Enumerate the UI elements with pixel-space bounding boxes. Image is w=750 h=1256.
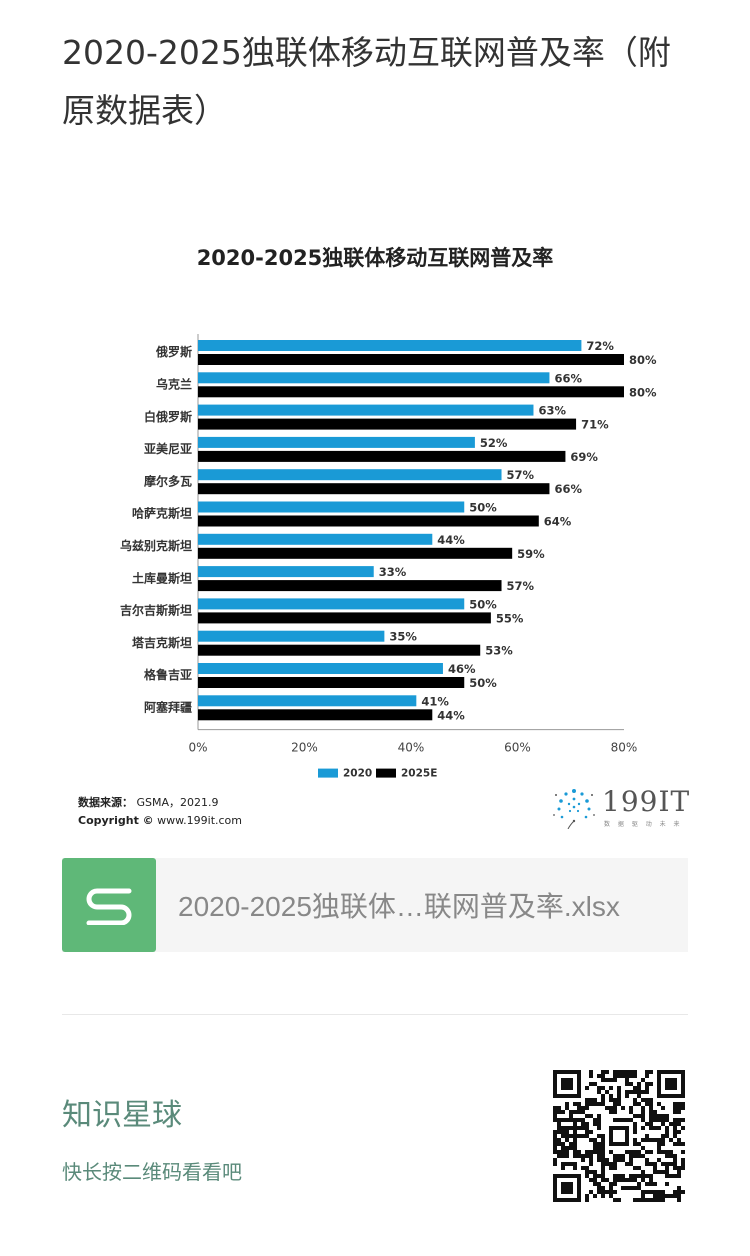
- category-label: 哈萨克斯坦: [132, 506, 192, 521]
- bar-2020: [198, 340, 582, 351]
- bar-2020: [198, 598, 465, 610]
- data-label: 64%: [544, 515, 572, 529]
- category-label: 俄罗斯: [155, 344, 192, 359]
- attachment-file-name: 2020-2025独联体…联网普及率.xlsx: [178, 891, 620, 922]
- bar-2025E: [198, 580, 502, 592]
- bar-2025E: [198, 644, 481, 656]
- data-label: 55%: [496, 611, 524, 625]
- bar-2020: [198, 630, 385, 642]
- chart-image[interactable]: 2020-2025独联体移动互联网普及率 俄罗斯 72% 80% 乌克兰 66% 80% 白…: [62, 220, 690, 850]
- category-label: 乌克兰: [156, 376, 192, 391]
- data-label: 72%: [586, 339, 614, 353]
- category-label: 土库曼斯坦: [132, 570, 192, 585]
- x-tick-label: 80%: [611, 741, 638, 755]
- attachment-card[interactable]: 2020-2025独联体…联网普及率.xlsx: [62, 858, 688, 952]
- bar-2020: [198, 695, 417, 707]
- data-label: 46%: [448, 662, 476, 676]
- legend-label: 2025E: [401, 768, 437, 780]
- bar-2020: [198, 469, 502, 481]
- data-label: 69%: [570, 450, 598, 464]
- article-title: 2020-2025独联体移动互联网普及率（附原数据表）: [62, 33, 671, 130]
- bar-2025E: [198, 612, 491, 624]
- bar-chart: 俄罗斯 72% 80% 乌克兰 66% 80% 白俄罗斯 63% 71% 亚美尼亚 52% 69% 摩尔…: [120, 334, 657, 780]
- copyright: Copyright © www.199it.com: [78, 814, 242, 827]
- bar-2025E: [198, 418, 577, 430]
- dandelion-icon: [553, 789, 595, 829]
- bar-2025E: [198, 547, 513, 559]
- category-label: 亚美尼亚: [144, 441, 192, 456]
- data-label: 44%: [437, 708, 465, 722]
- bar-2025E: [198, 677, 465, 688]
- promo-subtitle: 快长按二维码看看吧: [62, 1160, 242, 1184]
- data-label: 71%: [581, 418, 609, 432]
- x-tick-label: 20%: [291, 741, 318, 755]
- data-label: 50%: [469, 501, 497, 515]
- copyright-label: Copyright ©: [78, 814, 154, 827]
- bar-2020: [198, 533, 433, 545]
- data-label: 59%: [517, 547, 545, 561]
- brand-name: 199IT: [602, 785, 691, 818]
- brand-slogan: 数 据 驱 动 未 来: [604, 821, 683, 828]
- x-tick-label: 40%: [398, 741, 425, 755]
- qr-code-icon[interactable]: [553, 1070, 685, 1202]
- data-label: 57%: [507, 468, 535, 482]
- bar-2020: [198, 566, 374, 578]
- category-label: 阿塞拜疆: [144, 699, 192, 714]
- divider: [62, 1014, 688, 1015]
- x-tick-label: 60%: [504, 741, 531, 755]
- bar-2020: [198, 501, 465, 513]
- data-label: 80%: [629, 353, 657, 367]
- data-label: 50%: [469, 597, 497, 611]
- data-label: 63%: [538, 404, 566, 418]
- legend-swatch: [318, 768, 338, 778]
- data-label: 57%: [507, 579, 535, 593]
- category-label: 格鲁吉亚: [144, 667, 192, 682]
- data-label: 35%: [389, 630, 417, 644]
- data-label: 66%: [554, 371, 582, 385]
- data-label: 50%: [469, 676, 497, 690]
- data-label: 53%: [485, 644, 513, 658]
- data-label: 41%: [421, 694, 449, 708]
- legend-swatch: [376, 768, 396, 778]
- bar-2025E: [198, 709, 433, 721]
- data-label: 66%: [554, 482, 582, 496]
- bar-2025E: [198, 515, 539, 527]
- copyright-value: www.199it.com: [157, 814, 243, 827]
- bar-2025E: [198, 386, 624, 398]
- bar-2025E: [198, 354, 624, 365]
- category-label: 吉尔吉斯斯坦: [120, 603, 192, 618]
- spreadsheet-s-icon: [62, 858, 156, 952]
- promo-title: 知识星球: [62, 1098, 182, 1133]
- data-label: 52%: [480, 436, 508, 450]
- data-source: 数据来源： GSMA，2021.9: [78, 794, 219, 810]
- category-label: 白俄罗斯: [144, 409, 192, 424]
- x-tick-label: 0%: [188, 741, 207, 755]
- category-label: 摩尔多瓦: [144, 473, 192, 488]
- bar-2020: [198, 663, 443, 674]
- data-label: 33%: [379, 565, 407, 579]
- bar-2025E: [198, 483, 550, 495]
- bar-2020: [198, 404, 534, 416]
- category-label: 乌兹别克斯坦: [120, 538, 192, 553]
- brand-logo: 199IT 数 据 驱 动 未 来: [550, 785, 690, 829]
- bar-2025E: [198, 450, 566, 462]
- legend-label: 2020: [343, 768, 372, 780]
- source-value: GSMA，2021.9: [136, 796, 219, 809]
- data-label: 80%: [629, 385, 657, 399]
- source-label: 数据来源：: [78, 796, 133, 809]
- chart-title: 2020-2025独联体移动互联网普及率: [196, 246, 554, 270]
- bar-2020: [198, 372, 550, 384]
- bar-2020: [198, 436, 475, 448]
- data-label: 44%: [437, 533, 465, 547]
- category-label: 塔吉克斯坦: [132, 635, 192, 650]
